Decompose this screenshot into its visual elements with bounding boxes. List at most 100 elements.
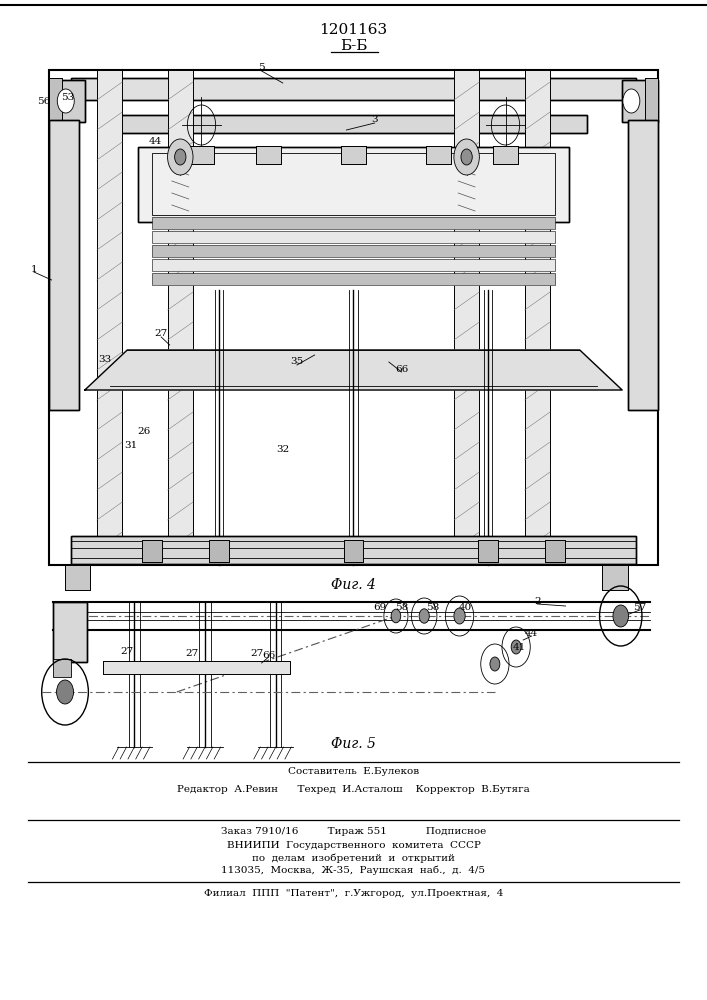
Bar [53, 659, 71, 677]
Bar [152, 231, 555, 243]
Circle shape [57, 680, 74, 704]
Bar [645, 78, 658, 143]
Polygon shape [85, 350, 622, 390]
Bar [142, 540, 162, 562]
Bar [120, 115, 587, 133]
Circle shape [57, 89, 74, 113]
Text: 3: 3 [371, 115, 378, 124]
Bar [341, 146, 366, 164]
Circle shape [168, 139, 193, 175]
Text: Редактор  А.Ревин      Техред  И.Асталош    Корректор  В.Бутяга: Редактор А.Ревин Техред И.Асталош Коррек… [177, 786, 530, 794]
Bar [49, 78, 62, 143]
Bar [71, 78, 636, 100]
Bar [142, 540, 162, 562]
Bar [209, 540, 229, 562]
Bar [49, 80, 85, 122]
Text: 27: 27 [155, 330, 168, 338]
Bar [189, 146, 214, 164]
Bar [97, 70, 122, 565]
Bar [97, 70, 122, 565]
Bar [622, 80, 658, 122]
Text: 1201163: 1201163 [320, 23, 387, 37]
Text: 53: 53 [62, 94, 74, 103]
Bar [525, 70, 550, 565]
Circle shape [391, 609, 401, 623]
Text: по  делам  изобретений  и  открытий: по делам изобретений и открытий [252, 853, 455, 863]
Text: 32: 32 [276, 446, 289, 454]
Bar [622, 80, 658, 122]
Bar [209, 540, 229, 562]
Bar [426, 146, 451, 164]
Bar [49, 78, 62, 143]
Circle shape [419, 609, 429, 623]
Bar [138, 147, 569, 222]
Text: 44: 44 [525, 630, 538, 639]
Bar [478, 540, 498, 562]
Text: Филиал  ППП  "Патент",  г.Ужгород,  ул.Проектная,  4: Филиал ППП "Патент", г.Ужгород, ул.Проек… [204, 890, 503, 898]
Bar [49, 120, 79, 410]
Text: 69: 69 [373, 602, 386, 611]
Text: 31: 31 [124, 440, 137, 450]
Text: Заказ 7910/16         Тираж 551            Подписное: Заказ 7910/16 Тираж 551 Подписное [221, 828, 486, 836]
Text: ВНИИПИ  Государственного  комитета  СССР: ВНИИПИ Государственного комитета СССР [226, 842, 481, 850]
Text: 58: 58 [426, 602, 439, 611]
Circle shape [511, 640, 521, 654]
Bar [256, 146, 281, 164]
Bar [71, 536, 636, 564]
Circle shape [175, 149, 186, 165]
Bar [152, 273, 555, 285]
Bar [645, 78, 658, 143]
Circle shape [623, 89, 640, 113]
Bar [344, 540, 363, 562]
Text: 66: 66 [395, 364, 408, 373]
Bar [49, 120, 79, 410]
Bar [49, 80, 85, 122]
Bar [454, 70, 479, 565]
Text: 113035,  Москва,  Ж-35,  Раушская  наб.,  д.  4/5: 113035, Москва, Ж-35, Раушская наб., д. … [221, 865, 486, 875]
Bar [65, 565, 90, 590]
Circle shape [454, 608, 465, 624]
Circle shape [613, 605, 629, 627]
Text: 1: 1 [30, 265, 37, 274]
Bar [602, 565, 628, 590]
Bar [168, 70, 193, 565]
Bar [256, 146, 281, 164]
Bar [138, 147, 569, 222]
Text: Составитель  Е.Булеков: Составитель Е.Булеков [288, 768, 419, 776]
Bar [478, 540, 498, 562]
Bar [344, 540, 363, 562]
Bar [545, 540, 565, 562]
Text: 35: 35 [291, 358, 303, 366]
Bar [103, 661, 290, 674]
Text: 40: 40 [459, 602, 472, 611]
Bar [152, 259, 555, 271]
Text: 27: 27 [121, 648, 134, 656]
Bar [152, 245, 555, 257]
Text: Φиг. 4: Φиг. 4 [331, 578, 376, 592]
Text: 33: 33 [98, 355, 111, 363]
Bar [120, 115, 587, 133]
Bar [525, 70, 550, 565]
Text: Б-Б: Б-Б [340, 39, 367, 53]
Bar [71, 536, 636, 564]
Bar [545, 540, 565, 562]
Bar [493, 146, 518, 164]
Text: 27: 27 [250, 650, 263, 658]
Bar [628, 120, 658, 410]
Bar [341, 146, 366, 164]
Text: 41: 41 [513, 643, 526, 652]
Text: 5: 5 [258, 64, 265, 73]
Text: 58: 58 [395, 602, 408, 611]
Bar [53, 602, 87, 662]
Text: 66: 66 [262, 650, 275, 660]
Bar [189, 146, 214, 164]
Text: 56: 56 [37, 98, 50, 106]
Bar [168, 70, 193, 565]
Bar [49, 70, 658, 565]
Bar [103, 661, 290, 674]
Circle shape [454, 139, 479, 175]
Bar [152, 217, 555, 229]
Bar [53, 602, 87, 662]
Bar [65, 565, 90, 590]
Text: 44: 44 [149, 137, 162, 146]
